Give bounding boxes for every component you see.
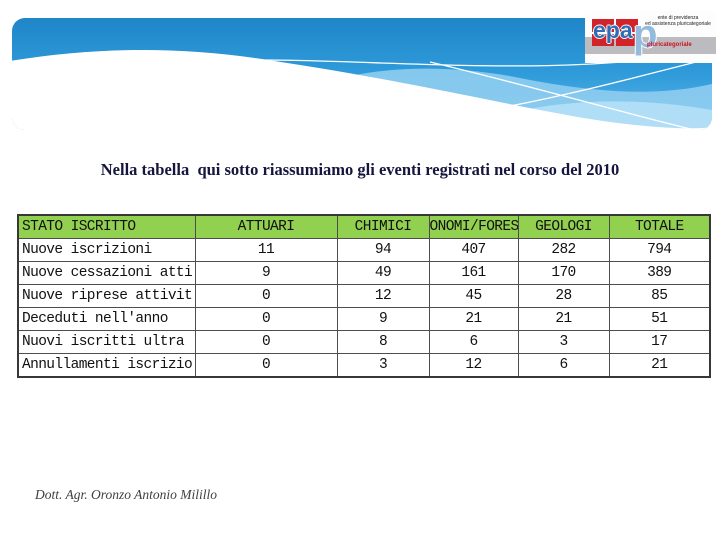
table-cell: 0 xyxy=(194,307,338,331)
table-cell: 0 xyxy=(194,353,338,378)
table-row: Nuove iscrizioni 11 94 407 282 794 xyxy=(17,238,711,262)
row-label-cell: Annullamenti iscrizio xyxy=(17,353,196,378)
table-cell: 49 xyxy=(336,261,430,285)
table-cell: 3 xyxy=(336,353,430,378)
col-header-attuari: ATTUARI xyxy=(194,214,338,239)
table-cell: 0 xyxy=(194,330,338,354)
table-cell: 8 xyxy=(336,330,430,354)
table-cell: 28 xyxy=(517,284,610,308)
footer-credit: Dott. Agr. Oronzo Antonio Milillo xyxy=(35,487,218,502)
table-cell: 17 xyxy=(608,330,711,354)
table-cell: 282 xyxy=(517,238,610,262)
row-label-cell: Nuove cessazioni atti xyxy=(17,261,196,285)
table-cell: 9 xyxy=(194,261,338,285)
logo-letters: epa xyxy=(593,17,633,43)
table-cell: 3 xyxy=(517,330,610,354)
logo-big-letter: p xyxy=(633,12,658,56)
table-cell: 85 xyxy=(608,284,711,308)
table-cell: 170 xyxy=(517,261,610,285)
table-cell: 94 xyxy=(336,238,430,262)
col-header-chimici: CHIMICI xyxy=(336,214,430,239)
table-row: Nuove cessazioni atti 9 49 161 170 389 xyxy=(17,261,711,285)
row-label-cell: Nuovi iscritti ultra xyxy=(17,330,196,354)
logo-tagline-line2: ed assistenza pluricategoriale xyxy=(645,21,711,27)
events-table: STATO ISCRITTO ATTUARI CHIMICI ONOMI/FOR… xyxy=(17,214,711,378)
row-label-cell: Deceduti nell'anno xyxy=(17,307,196,331)
table-row: Annullamenti iscrizio 0 3 12 6 21 xyxy=(17,353,711,378)
events-table-container: STATO ISCRITTO ATTUARI CHIMICI ONOMI/FOR… xyxy=(17,214,711,378)
col-header-totale: TOTALE xyxy=(608,214,711,239)
table-cell: 21 xyxy=(428,307,519,331)
table-cell: 6 xyxy=(517,353,610,378)
logo-red-squares xyxy=(592,19,638,46)
table-header-row: STATO ISCRITTO ATTUARI CHIMICI ONOMI/FOR… xyxy=(17,214,711,239)
table-cell: 161 xyxy=(428,261,519,285)
table-cell: 6 xyxy=(428,330,519,354)
table-cell: 45 xyxy=(428,284,519,308)
table-row: Nuovi iscritti ultra 0 8 6 3 17 xyxy=(17,330,711,354)
page-title: Nella tabella qui sotto riassumiamo gli … xyxy=(100,160,620,179)
logo-red-banner-text: pluricategoriale xyxy=(647,42,692,48)
col-header-stato-iscritto: STATO ISCRITTO xyxy=(17,214,196,239)
table-cell: 12 xyxy=(428,353,519,378)
table-cell: 9 xyxy=(336,307,430,331)
epap-logo: ente di previdenza ed assistenza plurica… xyxy=(585,11,716,63)
table-cell: 0 xyxy=(194,284,338,308)
row-label-cell: Nuove riprese attivit xyxy=(17,284,196,308)
table-cell: 407 xyxy=(428,238,519,262)
table-cell: 21 xyxy=(608,353,711,378)
table-cell: 51 xyxy=(608,307,711,331)
row-label-cell: Nuove iscrizioni xyxy=(17,238,196,262)
col-header-agronomi-forestali: ONOMI/FOREST xyxy=(428,214,519,239)
table-cell: 11 xyxy=(194,238,338,262)
table-cell: 12 xyxy=(336,284,430,308)
col-header-geologi: GEOLOGI xyxy=(517,214,610,239)
table-cell: 389 xyxy=(608,261,711,285)
table-cell: 21 xyxy=(517,307,610,331)
table-row: Deceduti nell'anno 0 9 21 21 51 xyxy=(17,307,711,331)
logo-tagline: ente di previdenza ed assistenza plurica… xyxy=(642,15,714,27)
table-row: Nuove riprese attivit 0 12 45 28 85 xyxy=(17,284,711,308)
table-cell: 794 xyxy=(608,238,711,262)
logo-tagline-line1: ente di previdenza xyxy=(657,15,699,21)
